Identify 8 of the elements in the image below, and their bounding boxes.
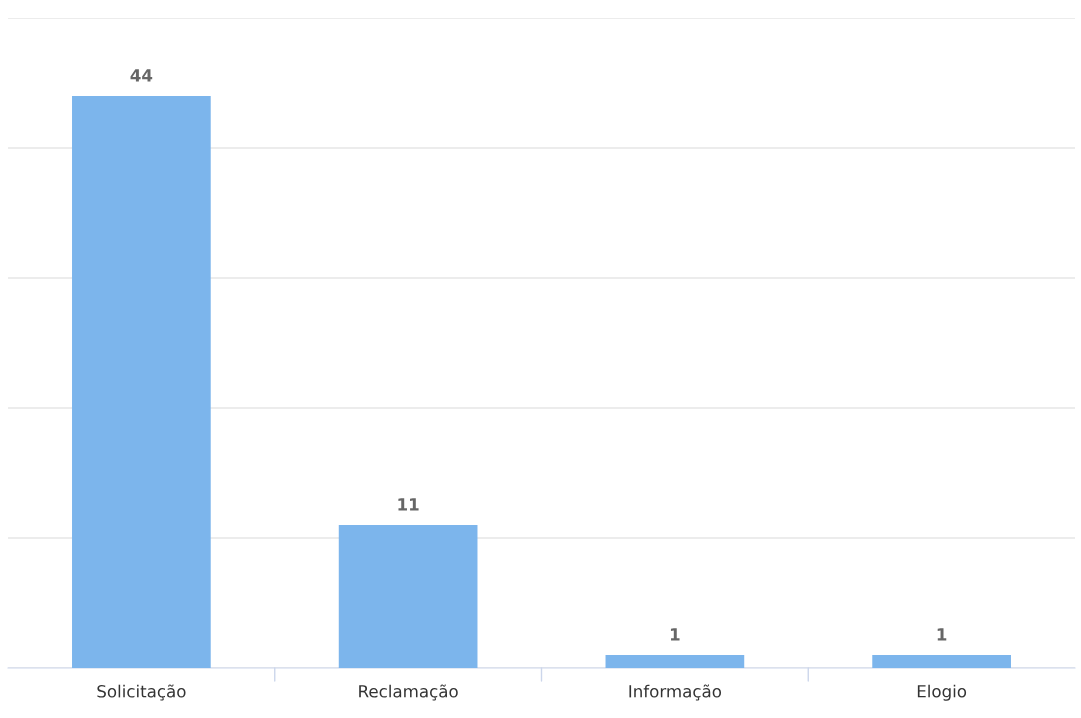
data-label: 1 [937, 628, 947, 641]
data-label: 1 [670, 628, 680, 641]
data-label: 11 [398, 498, 419, 511]
x-tick-label: Informação [629, 684, 722, 701]
x-tick-label: Solicitação [97, 684, 186, 701]
data-label: 44 [130, 69, 153, 82]
x-tick-label: Reclamação [359, 684, 458, 701]
x-tick-label: Elogio [917, 684, 967, 701]
